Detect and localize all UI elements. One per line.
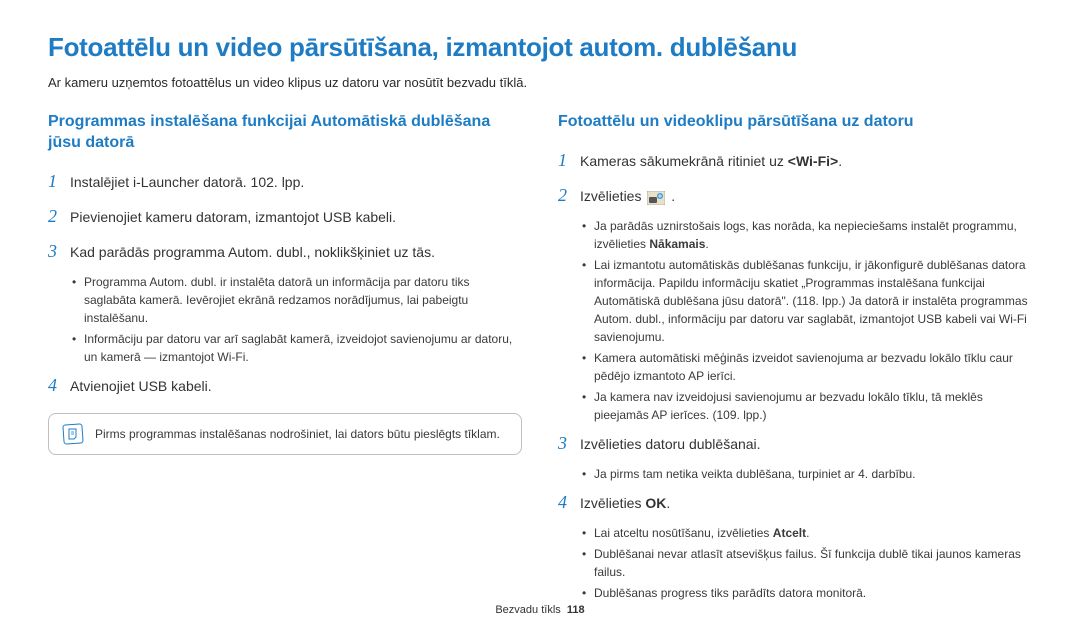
note-box: Pirms programmas instalēšanas nodrošinie…	[48, 413, 522, 455]
right-step-4: 4 Izvēlieties OK.	[558, 489, 1032, 516]
step-number: 2	[558, 182, 580, 209]
left-step-3: 3 Kad parādās programma Autom. dubl., no…	[48, 238, 522, 265]
bullet-item: Kamera automātiski mēģinās izveidot savi…	[582, 349, 1032, 385]
right-step-1: 1 Kameras sākumekrānā ritiniet uz <Wi-Fi…	[558, 147, 1032, 174]
step-number: 3	[48, 238, 70, 265]
left-heading: Programmas instalēšana funkcijai Automāt…	[48, 112, 522, 154]
bullet-item: Dublēšanai nevar atlasīt atsevišķus fail…	[582, 545, 1032, 581]
left-column: Programmas instalēšana funkcijai Automāt…	[48, 112, 522, 608]
bullet-item: Lai atceltu nosūtīšanu, izvēlieties Atce…	[582, 524, 1032, 542]
bullet-item: Ja kamera nav izveidojusi savienojumu ar…	[582, 388, 1032, 424]
step-text: Izvēlieties OK.	[580, 493, 1032, 514]
subtitle: Ar kameru uzņemtos fotoattēlus un video …	[48, 75, 1032, 90]
right-heading: Fotoattēlu un videoklipu pārsūtīšana uz …	[558, 112, 1032, 133]
step-number: 2	[48, 203, 70, 230]
step-number: 1	[48, 168, 70, 195]
note-icon	[62, 423, 83, 444]
step-number: 1	[558, 147, 580, 174]
step-text: Kameras sākumekrānā ritiniet uz <Wi-Fi>.	[580, 151, 1032, 172]
step-number: 4	[558, 489, 580, 516]
step-text: Izvēlieties .	[580, 186, 1032, 207]
note-text: Pirms programmas instalēšanas nodrošinie…	[95, 427, 500, 441]
left-step-4: 4 Atvienojiet USB kabeli.	[48, 372, 522, 399]
content-columns: Programmas instalēšana funkcijai Automāt…	[48, 112, 1032, 608]
backup-icon	[647, 190, 665, 204]
bullet-item: Informāciju par datoru var arī saglabāt …	[72, 330, 522, 366]
page-title: Fotoattēlu un video pārsūtīšana, izmanto…	[48, 32, 1032, 63]
step-text: Atvienojiet USB kabeli.	[70, 376, 522, 397]
left-step-2: 2 Pievienojiet kameru datoram, izmantojo…	[48, 203, 522, 230]
bullet-item: Lai izmantotu automātiskās dublēšanas fu…	[582, 256, 1032, 346]
step-number: 4	[48, 372, 70, 399]
step-text: Instalējiet i-Launcher datorā. 102. lpp.	[70, 172, 522, 193]
step-text: Izvēlieties datoru dublēšanai.	[580, 434, 1032, 455]
bullet-item: Ja pirms tam netika veikta dublēšana, tu…	[582, 465, 1032, 483]
step-text: Pievienojiet kameru datoram, izmantojot …	[70, 207, 522, 228]
bullet-item: Programma Autom. dubl. ir instalēta dato…	[72, 273, 522, 327]
step-text: Kad parādās programma Autom. dubl., nokl…	[70, 242, 522, 263]
step-number: 3	[558, 430, 580, 457]
right-step-3-bullets: Ja pirms tam netika veikta dublēšana, tu…	[582, 465, 1032, 483]
right-step-4-bullets: Lai atceltu nosūtīšanu, izvēlieties Atce…	[582, 524, 1032, 602]
right-column: Fotoattēlu un videoklipu pārsūtīšana uz …	[558, 112, 1032, 608]
left-step-3-bullets: Programma Autom. dubl. ir instalēta dato…	[72, 273, 522, 366]
right-step-3: 3 Izvēlieties datoru dublēšanai.	[558, 430, 1032, 457]
page-footer: Bezvadu tīkls 118	[0, 604, 1080, 616]
bullet-item: Ja parādās uznirstošais logs, kas norāda…	[582, 217, 1032, 253]
footer-label: Bezvadu tīkls	[495, 604, 560, 616]
right-step-2: 2 Izvēlieties .	[558, 182, 1032, 209]
page-number: 118	[567, 604, 585, 616]
left-step-1: 1 Instalējiet i-Launcher datorā. 102. lp…	[48, 168, 522, 195]
bullet-item: Dublēšanas progress tiks parādīts datora…	[582, 584, 1032, 602]
right-step-2-bullets: Ja parādās uznirstošais logs, kas norāda…	[582, 217, 1032, 424]
